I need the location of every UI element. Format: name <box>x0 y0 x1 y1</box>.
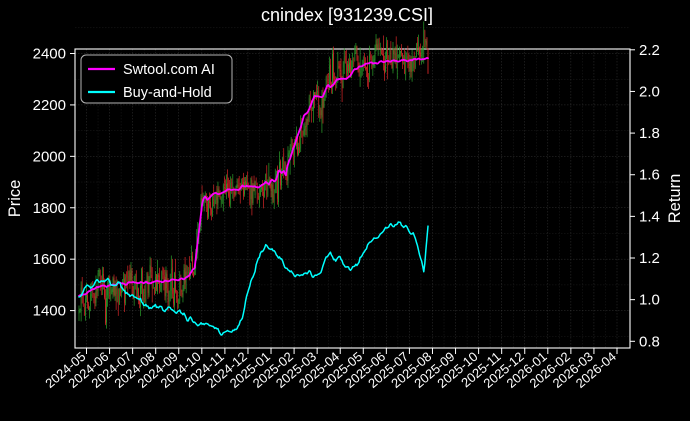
svg-text:Return: Return <box>666 174 684 224</box>
svg-text:1.4: 1.4 <box>639 208 660 225</box>
svg-text:Price: Price <box>6 180 24 218</box>
svg-text:1600: 1600 <box>33 251 66 268</box>
svg-text:0.8: 0.8 <box>639 333 660 350</box>
svg-text:cnindex [931239.CSI]: cnindex [931239.CSI] <box>261 5 433 25</box>
svg-text:1400: 1400 <box>33 303 66 320</box>
svg-text:2000: 2000 <box>33 148 66 165</box>
svg-text:1.8: 1.8 <box>639 125 660 142</box>
svg-text:1.0: 1.0 <box>639 292 660 309</box>
svg-text:2400: 2400 <box>33 46 66 63</box>
svg-text:2.2: 2.2 <box>639 42 660 59</box>
svg-text:Swtool.com AI: Swtool.com AI <box>123 62 215 78</box>
svg-text:1.6: 1.6 <box>639 167 660 184</box>
svg-text:1800: 1800 <box>33 200 66 217</box>
svg-text:2.0: 2.0 <box>639 83 660 100</box>
svg-text:Buy-and-Hold: Buy-and-Hold <box>123 85 212 101</box>
svg-text:1.2: 1.2 <box>639 250 660 267</box>
svg-text:2200: 2200 <box>33 97 66 114</box>
